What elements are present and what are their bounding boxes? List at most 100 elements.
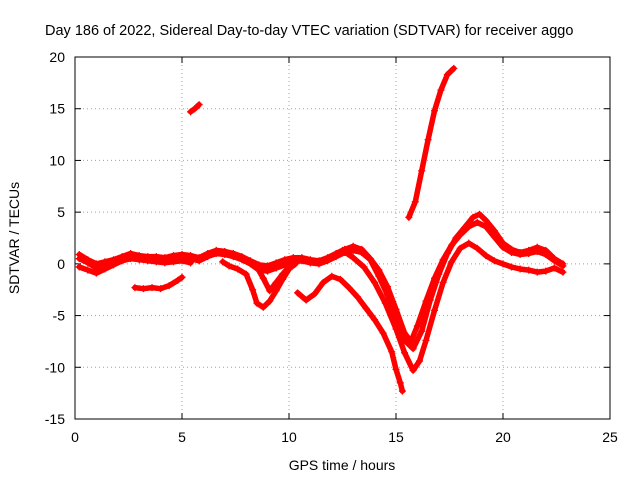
data-point-plus <box>499 243 507 251</box>
data-point-plus <box>362 304 370 312</box>
y-tick-labels: -15 -10 -5 0 5 10 15 20 <box>45 49 65 427</box>
data-point-plus <box>291 260 299 268</box>
data-point-plus <box>345 284 353 292</box>
data-point-plus <box>234 265 242 273</box>
data-point-plus <box>152 258 160 266</box>
data-point-plus <box>516 265 524 273</box>
data-point-plus <box>398 387 406 395</box>
data-point-plus <box>383 283 391 291</box>
data-point-plus <box>439 278 447 286</box>
data-point-plus <box>195 101 203 109</box>
data-point-plus <box>482 216 490 224</box>
data-point-plus <box>437 86 445 94</box>
data-point-plus <box>302 296 310 304</box>
data-point-plus <box>401 349 409 357</box>
grid <box>75 57 610 419</box>
data-point-plus <box>411 198 419 206</box>
data-point-plus <box>298 254 306 262</box>
data-point-plus <box>266 287 274 295</box>
y-tick-label: -15 <box>45 411 65 427</box>
data-point-plus <box>187 252 195 260</box>
data-point-plus <box>259 303 267 311</box>
data-point-plus <box>388 348 396 356</box>
data-point-plus <box>371 316 379 324</box>
data-point-plus <box>366 255 374 263</box>
data-point-plus <box>475 210 483 218</box>
data-point-plus <box>490 233 498 241</box>
data-point-plus <box>178 257 186 265</box>
data-point-plus <box>319 278 327 286</box>
data-point-plus <box>294 289 302 297</box>
chart-title: Day 186 of 2022, Sidereal Day-to-day VTE… <box>45 23 573 39</box>
data-point-plus <box>178 273 186 281</box>
data-point-plus <box>165 282 173 290</box>
data-point-plus <box>336 275 344 283</box>
data-point-plus <box>84 256 92 264</box>
data-point-plus <box>253 263 261 271</box>
data-point-plus <box>221 247 229 255</box>
y-tick-label: 5 <box>57 204 65 220</box>
series-band <box>254 264 292 294</box>
data-point-plus <box>339 246 346 254</box>
data-point-plus <box>499 260 507 268</box>
data-point-plus <box>559 268 567 276</box>
data-point-plus <box>465 239 473 247</box>
data-point-plus <box>525 250 533 258</box>
data-point-plus <box>225 262 233 270</box>
data-point-plus <box>542 251 550 259</box>
data-point-plus <box>431 306 439 314</box>
data-point-plus <box>418 327 426 335</box>
data-point-plus <box>229 250 237 258</box>
data-point-plus <box>450 64 458 72</box>
data-point-plus <box>169 252 177 260</box>
y-tick-label: 20 <box>49 49 65 65</box>
data-point-plus <box>289 254 297 262</box>
data-point-plus <box>127 255 135 263</box>
data-point-plus <box>379 329 387 337</box>
data-point-plus <box>550 264 558 272</box>
data-point-plus <box>456 244 464 252</box>
data-point-plus <box>311 290 319 298</box>
data-point-plus <box>416 357 424 365</box>
data-point-plus <box>253 299 261 307</box>
data-point-plus <box>431 274 439 282</box>
series-track-3 <box>75 255 195 277</box>
data-point-plus <box>542 267 550 275</box>
data-point-plus <box>405 213 413 221</box>
data-point-plus <box>448 258 456 266</box>
data-point-plus <box>266 297 274 305</box>
data-point-plus <box>148 284 156 292</box>
series-band <box>132 274 185 292</box>
data-point-plus <box>525 266 533 274</box>
data-point-plus <box>422 336 430 344</box>
data-point-plus <box>324 254 332 262</box>
data-point-plus <box>75 263 83 271</box>
data-point-plus <box>249 286 257 294</box>
data-point-plus <box>75 251 83 259</box>
data-point-plus <box>157 285 165 293</box>
data-point-plus <box>315 257 323 265</box>
data-point-plus <box>272 278 280 286</box>
data-point-plus <box>392 305 400 313</box>
data-point-plus <box>443 71 451 79</box>
data-point-plus <box>118 257 126 265</box>
data-point-plus <box>174 276 182 284</box>
data-point-plus <box>482 223 490 231</box>
data-point-plus <box>238 253 246 261</box>
data-point-plus <box>259 274 267 282</box>
series-track-10 <box>405 64 458 221</box>
series-track-4 <box>219 258 299 311</box>
data-point-plus <box>272 259 280 267</box>
data-point-plus <box>456 231 464 239</box>
series-track-2 <box>75 218 567 345</box>
data-point-plus <box>144 257 152 265</box>
data-point-plus <box>187 108 195 116</box>
data-point-plus <box>396 379 404 387</box>
data-point-plus <box>409 366 417 374</box>
data-point-plus <box>392 365 400 373</box>
series-band <box>76 219 566 345</box>
data-point-plus <box>219 258 227 266</box>
series-track-6 <box>294 272 406 395</box>
axis-ticks <box>74 56 611 420</box>
